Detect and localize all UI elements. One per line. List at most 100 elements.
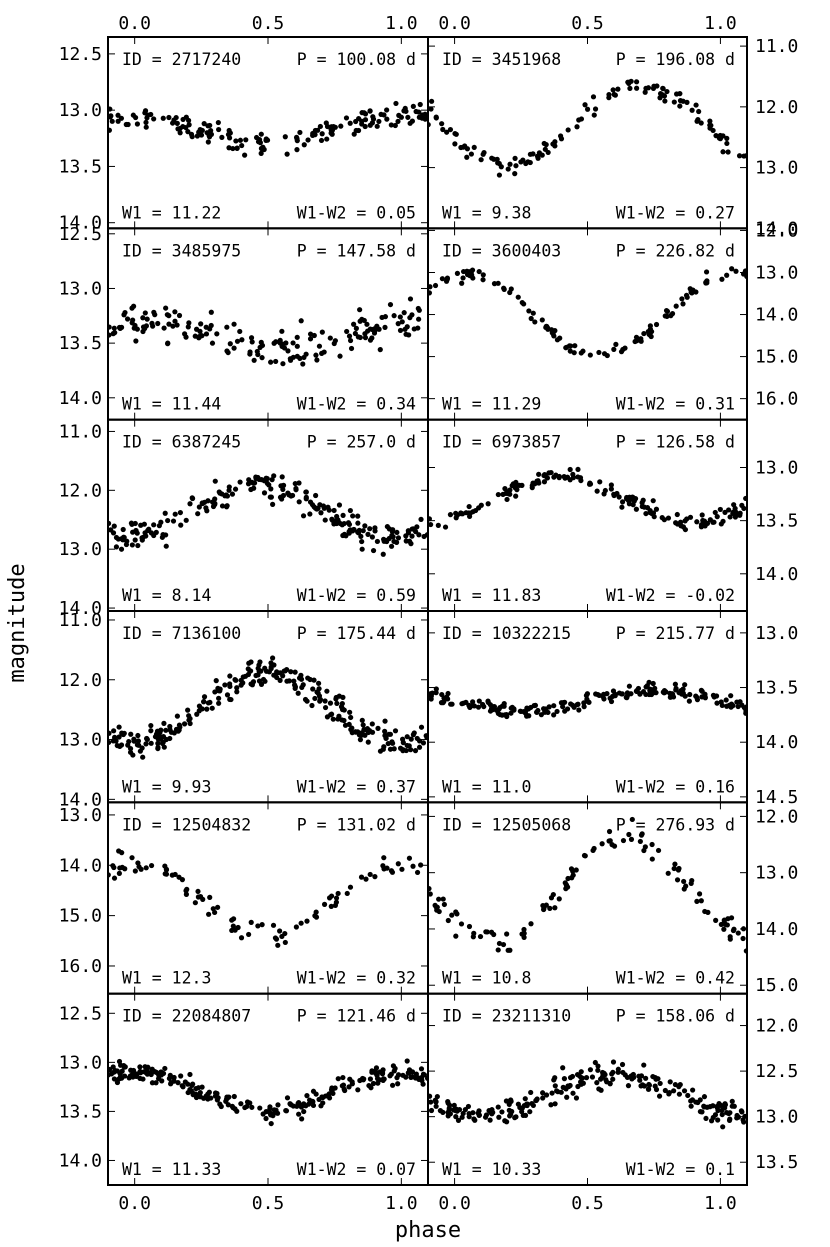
data-point xyxy=(429,98,435,104)
data-point xyxy=(512,155,518,161)
data-point xyxy=(140,1076,146,1082)
data-point xyxy=(128,731,134,737)
w1-label: W1 = 8.14 xyxy=(122,586,211,605)
data-point xyxy=(543,323,549,329)
data-point xyxy=(610,688,617,694)
data-point xyxy=(646,679,652,685)
data-point xyxy=(392,1065,398,1072)
y-tick-label: 14.0 xyxy=(755,218,798,239)
data-point xyxy=(671,1088,677,1094)
data-point xyxy=(400,736,406,742)
data-point xyxy=(387,301,394,308)
data-point xyxy=(445,696,451,702)
data-point xyxy=(567,466,573,473)
data-point xyxy=(552,1101,558,1107)
data-point xyxy=(132,537,138,543)
data-point xyxy=(727,514,733,520)
data-points xyxy=(428,266,747,359)
data-point xyxy=(721,926,727,932)
data-point xyxy=(524,1102,530,1109)
data-point xyxy=(212,1090,219,1096)
data-point xyxy=(395,861,401,867)
data-point xyxy=(409,118,415,124)
data-point xyxy=(736,153,743,159)
data-point xyxy=(178,1073,184,1079)
data-point xyxy=(268,494,274,500)
data-point xyxy=(327,700,334,706)
star-id-label: ID = 6387245 xyxy=(122,433,241,452)
x-tick-label-bottom: 0.0 xyxy=(438,1193,471,1214)
data-point xyxy=(434,904,440,910)
data-point xyxy=(459,701,465,707)
data-point xyxy=(409,533,415,539)
data-point xyxy=(115,118,121,124)
data-point xyxy=(682,682,688,688)
data-point xyxy=(112,1068,118,1074)
data-point xyxy=(242,673,249,679)
data-point xyxy=(317,123,323,130)
data-point xyxy=(165,341,171,347)
data-point xyxy=(707,1104,713,1110)
data-point xyxy=(404,1058,410,1064)
y-tick-label: 13.0 xyxy=(59,805,102,826)
data-point xyxy=(387,731,394,737)
data-point xyxy=(740,1117,746,1123)
data-point xyxy=(177,509,183,516)
data-point xyxy=(607,838,613,844)
data-point xyxy=(357,307,363,313)
data-point xyxy=(310,132,316,138)
data-point xyxy=(615,86,621,92)
data-point xyxy=(144,316,150,322)
data-point xyxy=(527,151,533,157)
x-tick-label-top: 0.5 xyxy=(252,13,285,34)
data-point xyxy=(718,699,724,705)
data-point xyxy=(695,1099,701,1106)
data-point xyxy=(507,947,513,953)
data-point xyxy=(598,1087,604,1093)
data-point xyxy=(539,152,545,158)
data-point xyxy=(416,316,422,322)
data-point xyxy=(384,865,390,871)
data-point xyxy=(428,516,432,522)
data-point xyxy=(346,521,353,528)
data-point xyxy=(737,510,743,516)
data-point xyxy=(134,121,141,127)
data-point xyxy=(277,928,283,934)
data-point xyxy=(719,1111,725,1118)
data-point xyxy=(382,718,388,724)
data-point xyxy=(619,1061,626,1068)
data-point xyxy=(543,902,549,908)
data-point xyxy=(318,1103,324,1109)
data-point xyxy=(463,699,469,705)
data-point xyxy=(728,693,734,699)
data-point xyxy=(659,515,665,521)
data-point xyxy=(234,689,240,695)
data-point xyxy=(229,491,236,497)
data-point xyxy=(607,695,613,701)
data-point xyxy=(469,702,475,709)
data-point xyxy=(328,903,334,909)
data-point xyxy=(189,495,196,502)
data-point xyxy=(410,732,416,738)
data-point xyxy=(110,738,116,744)
data-point xyxy=(149,320,155,326)
data-point xyxy=(394,1075,400,1081)
panel-10322215: 13.0 13.5 14.0 14.5 ID = 10322215 P = 215.77 … xyxy=(427,610,798,808)
w1-w2-label: W1-W2 = 0.42 xyxy=(616,969,735,988)
data-point xyxy=(313,492,319,499)
data-point xyxy=(310,686,316,692)
data-point xyxy=(181,721,188,727)
data-point xyxy=(436,896,442,902)
data-point xyxy=(741,505,747,512)
data-point xyxy=(232,677,238,683)
data-point xyxy=(690,1087,696,1093)
data-point xyxy=(163,871,170,877)
data-point xyxy=(434,1093,440,1100)
data-point xyxy=(151,309,157,315)
data-point xyxy=(121,730,127,736)
data-point xyxy=(255,923,261,929)
data-point xyxy=(377,347,383,353)
w1-w2-label: W1-W2 = 0.32 xyxy=(297,969,416,988)
data-point xyxy=(687,286,693,292)
data-point xyxy=(348,345,355,352)
